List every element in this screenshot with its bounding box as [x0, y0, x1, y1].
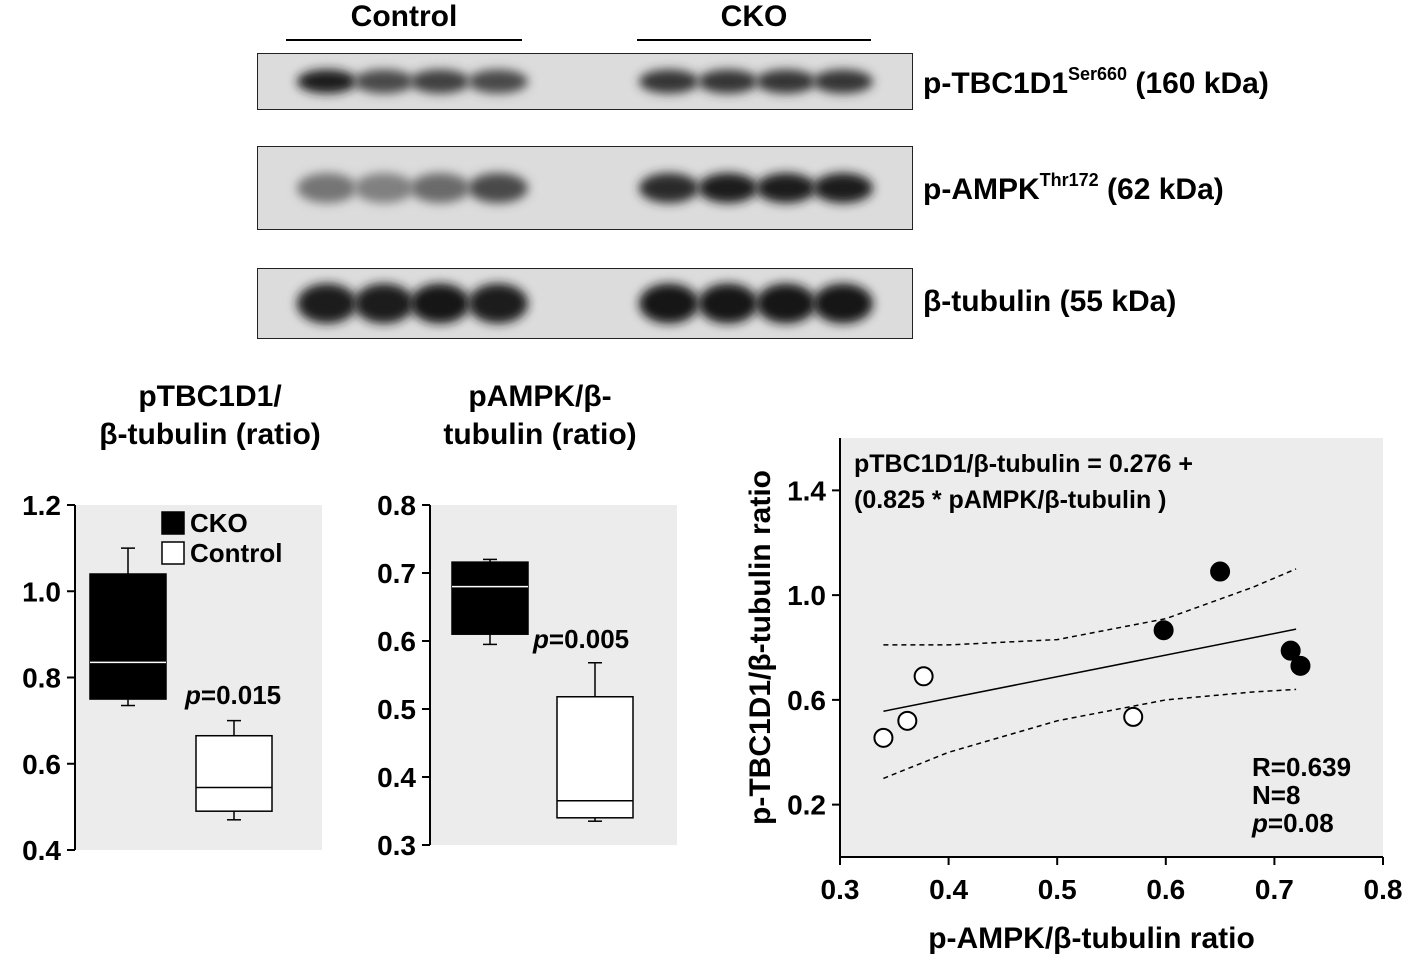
- blot-strip-btubulin: [257, 268, 913, 339]
- blot-band: [698, 283, 758, 324]
- scatter-point-control: [1123, 706, 1144, 727]
- box1-y-tick-label: 0.8: [22, 663, 61, 694]
- scatter-stat-p: p=0.08: [1251, 808, 1334, 838]
- scatter-chart: 0.3 0.4 0.5 0.6 0.7 0.8 0.2 0.6 1.0 1.4 p-AMPK/β-t…: [744, 438, 1403, 955]
- blot-band: [756, 173, 816, 203]
- box1-legend-label: Control: [190, 538, 282, 568]
- blot-band: [813, 283, 873, 324]
- box2-y-tick-label: 0.8: [377, 490, 416, 521]
- blot-band: [639, 69, 699, 94]
- scatter-y-tick-label: 0.6: [787, 685, 826, 716]
- scatter-confidence-lower: [883, 688, 1297, 780]
- box2-chart: 0.3 0.4 0.5 0.6 0.7 0.8 p=0.005: [377, 490, 677, 861]
- scatter-x-tick-label: 0.7: [1255, 874, 1294, 905]
- box1-title: pTBC1D1/ β-tubulin (ratio): [60, 378, 360, 454]
- blot-label-btubulin: β-tubulin (55 kDa): [923, 285, 1177, 318]
- box2-y-tick-label: 0.4: [377, 762, 416, 793]
- blot-band: [410, 69, 470, 94]
- blot-band: [410, 173, 470, 203]
- box1-box-cko: [89, 573, 167, 700]
- scatter-x-axis-label: p-AMPK/β-tubulin ratio: [928, 922, 1255, 955]
- blot-band: [468, 69, 528, 94]
- box2-plot-background: [430, 505, 677, 845]
- blot-band: [468, 173, 528, 203]
- box2-title-line-1: pAMPK/β-: [468, 380, 612, 413]
- scatter-regression-line: [883, 628, 1297, 713]
- blot-group-line-control: [286, 39, 522, 41]
- box1-y-tick-label: 1.2: [22, 490, 61, 521]
- blot-group-label-control: Control: [350, 0, 458, 33]
- scatter-equation-line-1: pTBC1D1/β-tubulin = 0.276 +: [854, 450, 1193, 478]
- scatter-x-tick-label: 0.4: [929, 874, 968, 905]
- blot-band: [756, 69, 816, 94]
- box2-y-tick-label: 0.7: [377, 558, 416, 589]
- box2-box-cko: [451, 561, 529, 635]
- blot-band: [297, 173, 357, 203]
- scatter-x-tick-label: 0.6: [1146, 874, 1185, 905]
- blot-group-label-cko: CKO: [720, 0, 788, 33]
- box1-title-line-2: β-tubulin (ratio): [99, 418, 321, 451]
- blot-band: [639, 283, 699, 324]
- blot-band: [354, 283, 414, 324]
- scatter-point-cko: [1153, 620, 1174, 641]
- box2-y-tick-label: 0.3: [377, 830, 416, 861]
- scatter-confidence-upper: [883, 568, 1297, 646]
- scatter-point-control: [913, 666, 934, 687]
- scatter-y-axis-label: p-TBC1D1/β-tubulin ratio: [744, 470, 777, 825]
- blot-strip-pampk: [257, 146, 913, 230]
- scatter-y-tick-label: 1.0: [787, 580, 826, 611]
- box1-box-control: [195, 734, 273, 812]
- scatter-point-control: [873, 727, 894, 748]
- blot-band: [468, 283, 528, 324]
- box2-y-tick-label: 0.6: [377, 626, 416, 657]
- scatter-x-tick-label: 0.8: [1364, 874, 1403, 905]
- scatter-stat-n: N=8: [1252, 780, 1300, 810]
- blot-band: [698, 69, 758, 94]
- box1-legend-label: CKO: [190, 508, 248, 538]
- box2-y-tick-label: 0.5: [377, 694, 416, 725]
- box2-title: pAMPK/β- tubulin (ratio): [395, 378, 685, 454]
- blot-band: [297, 283, 357, 324]
- blot-band: [354, 173, 414, 203]
- blot-band: [354, 69, 414, 94]
- blot-band: [297, 69, 357, 94]
- scatter-stat-r: R=0.639: [1252, 752, 1351, 782]
- scatter-x-tick-label: 0.3: [821, 874, 860, 905]
- blot-band: [813, 69, 873, 94]
- blot-label-pampk: p-AMPKThr172 (62 kDa): [923, 170, 1224, 206]
- blot-band: [410, 283, 470, 324]
- box1-legend-swatch: [161, 511, 185, 535]
- scatter-point-cko: [1290, 655, 1311, 676]
- box1-pvalue: p=0.015: [184, 680, 281, 710]
- box1-legend-swatch: [161, 541, 185, 565]
- box1-title-line-1: pTBC1D1/: [138, 380, 282, 413]
- box1-y-tick-label: 1.0: [22, 576, 61, 607]
- box1-y-tick-label: 0.6: [22, 749, 61, 780]
- box1-y-tick-label: 0.4: [22, 835, 61, 866]
- blot-band: [813, 173, 873, 203]
- blot-label-ptbc1d1: p-TBC1D1Ser660 (160 kDa): [923, 64, 1269, 100]
- scatter-y-tick-label: 0.2: [787, 790, 826, 821]
- scatter-equation-line-2: (0.825 * pAMPK/β-tubulin ): [854, 486, 1167, 514]
- box2-box-control: [556, 696, 634, 819]
- scatter-point-cko: [1210, 561, 1231, 582]
- blot-band: [756, 283, 816, 324]
- blot-band: [698, 173, 758, 203]
- scatter-x-tick-label: 0.5: [1038, 874, 1077, 905]
- box2-pvalue: p=0.005: [532, 624, 629, 654]
- box2-title-line-2: tubulin (ratio): [443, 418, 637, 451]
- blot-strip-ptbc1d1: [257, 53, 913, 110]
- scatter-point-cko: [1280, 640, 1301, 661]
- blot-band: [639, 173, 699, 203]
- scatter-point-control: [897, 710, 918, 731]
- blot-group-line-cko: [637, 39, 871, 41]
- scatter-y-tick-label: 1.4: [787, 475, 826, 506]
